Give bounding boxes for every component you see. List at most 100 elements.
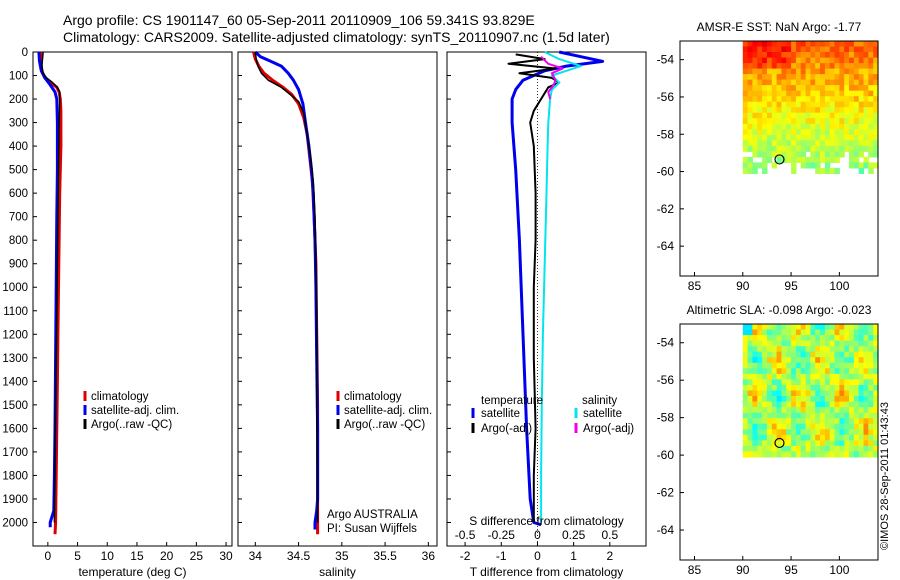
map-cell bbox=[742, 156, 749, 163]
map-cell bbox=[747, 79, 753, 86]
map-cell bbox=[742, 63, 749, 70]
map-cell bbox=[858, 41, 865, 48]
map-cell bbox=[776, 390, 782, 397]
map-cell bbox=[849, 156, 855, 163]
map-cell bbox=[844, 90, 850, 97]
map-cell bbox=[858, 373, 865, 380]
map-cell bbox=[815, 167, 821, 174]
y-tick-label: 1400 bbox=[2, 376, 28, 388]
map-cell bbox=[849, 52, 855, 59]
map-cell bbox=[829, 429, 836, 436]
y-tick-label: -64 bbox=[657, 239, 675, 253]
map-cell bbox=[766, 79, 773, 86]
map-cell bbox=[820, 368, 826, 375]
map-cell bbox=[849, 335, 855, 342]
map-cell bbox=[863, 434, 869, 441]
map-cell bbox=[853, 156, 860, 163]
map-cell bbox=[873, 401, 879, 408]
map-cell bbox=[795, 440, 802, 447]
map-cell bbox=[781, 90, 787, 97]
map-cell bbox=[752, 90, 758, 97]
map-cell bbox=[824, 90, 831, 97]
map-cell bbox=[791, 440, 797, 447]
map-cell bbox=[742, 134, 749, 141]
map-cell bbox=[805, 440, 811, 447]
map-cell bbox=[853, 362, 860, 369]
map-cell bbox=[868, 79, 874, 86]
map-cell bbox=[820, 390, 826, 397]
map-cell bbox=[762, 140, 768, 147]
map-cell bbox=[839, 346, 845, 353]
map-cell bbox=[791, 41, 797, 48]
y-tick-label: -56 bbox=[657, 373, 675, 387]
map-cell bbox=[757, 140, 763, 147]
map-cell bbox=[795, 101, 802, 108]
map-cell bbox=[829, 324, 836, 331]
map-cell bbox=[858, 74, 865, 81]
map-cell bbox=[844, 340, 850, 347]
map-cell bbox=[781, 145, 787, 152]
map-cell bbox=[858, 440, 865, 447]
map-cell bbox=[849, 418, 855, 425]
legend-label: Argo(-adj) bbox=[481, 423, 532, 435]
map-cell bbox=[781, 79, 787, 86]
map-cell bbox=[839, 440, 845, 447]
map-cell bbox=[771, 63, 778, 70]
map-cell bbox=[762, 412, 768, 419]
map-cell bbox=[844, 123, 850, 130]
map-cell bbox=[839, 340, 845, 347]
map-cell bbox=[747, 396, 753, 403]
map-cell bbox=[762, 429, 768, 436]
y-tick-label: 600 bbox=[9, 188, 28, 200]
x-tick-label: 95 bbox=[784, 563, 798, 577]
x-tick-label: 20 bbox=[160, 549, 174, 563]
map-cell bbox=[776, 129, 782, 136]
map-cell bbox=[868, 440, 874, 447]
map-cell bbox=[849, 74, 855, 81]
map-cell bbox=[795, 412, 802, 419]
map-cell bbox=[863, 162, 869, 169]
map-cell bbox=[853, 373, 860, 380]
map-cell bbox=[752, 401, 758, 408]
map-cell bbox=[795, 368, 802, 375]
map-cell bbox=[844, 396, 850, 403]
map-cell bbox=[810, 145, 816, 152]
map-cell bbox=[791, 412, 797, 419]
map-cell bbox=[858, 46, 865, 53]
map-cell bbox=[786, 357, 792, 364]
map-cell bbox=[820, 96, 826, 103]
map-cell bbox=[839, 140, 845, 147]
map-cell bbox=[795, 418, 802, 425]
map-cell bbox=[795, 145, 802, 152]
map-cell bbox=[873, 329, 879, 336]
series-line-t-argo-adj- bbox=[507, 53, 561, 523]
map-cell bbox=[776, 85, 782, 92]
legend-title: salinity bbox=[582, 395, 617, 407]
map-cell bbox=[829, 440, 836, 447]
map-cell bbox=[752, 423, 758, 430]
map-cell bbox=[757, 46, 763, 53]
map-cell bbox=[752, 145, 758, 152]
map-cell bbox=[805, 96, 811, 103]
x-tick-label: 35 bbox=[335, 549, 349, 563]
map-cell bbox=[805, 41, 811, 48]
map-cell bbox=[742, 107, 749, 114]
map-cell bbox=[800, 434, 807, 441]
map-cell bbox=[820, 351, 826, 358]
map-cell bbox=[820, 85, 826, 92]
map-cell bbox=[853, 90, 860, 97]
map-cell bbox=[747, 451, 753, 458]
series-line-s-argo-adj- bbox=[540, 55, 564, 100]
map-cell bbox=[762, 63, 768, 70]
map-cell bbox=[863, 156, 869, 163]
map-cell bbox=[752, 346, 758, 353]
y-tick-label: 200 bbox=[9, 94, 28, 106]
map-cell bbox=[810, 385, 816, 392]
map-cell bbox=[858, 340, 865, 347]
map-cell bbox=[766, 423, 773, 430]
map-cell bbox=[805, 145, 811, 152]
map-cell bbox=[858, 134, 865, 141]
map-cell bbox=[805, 52, 811, 59]
map-cell bbox=[810, 373, 816, 380]
